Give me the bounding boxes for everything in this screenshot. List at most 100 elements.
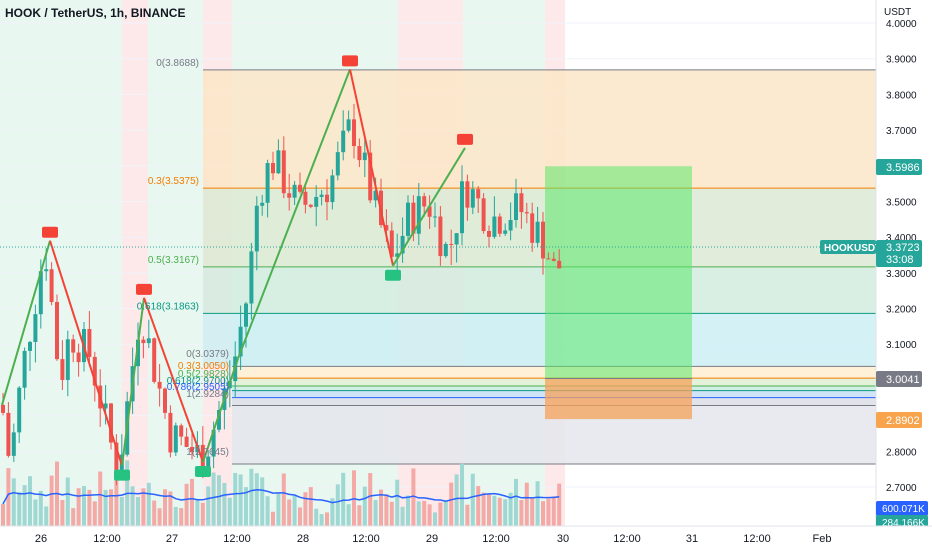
pivot-low-marker [385,269,401,281]
volume-bar [519,499,524,526]
candle-body [465,181,470,208]
volume-bar [395,479,400,526]
volume-bar [465,504,470,526]
candle-body [71,339,76,353]
candle-body [292,184,297,198]
volume-bar [17,492,22,526]
fib-small-level-label: 0.5(2.9828) [178,369,229,380]
candle-body [38,271,43,315]
volume-bar [141,488,146,526]
zigzag-segment [143,297,204,463]
candle-body [217,409,221,430]
volume-bar [6,468,11,526]
candle-body [49,269,54,302]
time-axis[interactable]: 26 12:00 27 12:00 28 12:00 29 12:00 30 12:00 31 12:… [0,525,932,550]
volume-bar [238,474,243,526]
candle-body [287,193,292,198]
volume-bar [22,485,27,526]
position-profit-zone [545,166,692,379]
price-tick-label: 3.1000 [886,340,917,351]
candle-body [303,191,308,205]
candle-body [87,329,92,357]
candle-body [481,198,486,232]
price-axis[interactable]: USDT 4.00003.90003.80003.70003.60003.500… [820,0,932,529]
volume-bar [206,486,211,526]
target-price-marker: 3.5986 [876,159,922,175]
candle-body [173,425,178,453]
volume-bar [492,495,497,526]
volume-bar [265,496,270,526]
volume-bar [335,484,340,526]
candle-body [335,152,340,176]
candle-body [76,352,81,363]
candle-body [497,216,502,234]
fibonacci-retracement-large[interactable] [203,69,876,367]
candle-body [271,163,275,174]
candle-body [55,301,59,360]
time-tick-label: 12:00 [223,533,251,545]
volume-bar [476,486,481,526]
candle-body [557,260,562,269]
candle-body [530,213,535,243]
candle-body [33,314,38,342]
candle-body [163,388,167,413]
symbol-badge: HOOKUSDT [824,243,881,254]
volume-bar [195,499,200,526]
long-position-tool[interactable] [545,166,692,420]
candle-body [406,202,410,236]
volume-bar [416,501,421,526]
candle-body [109,403,113,443]
fib-zone-0.5-0.618 [203,266,876,314]
pivot-high-marker [342,55,358,67]
time-tick-label: 26 [35,533,47,545]
candle-body [508,219,513,231]
volume-bar [184,483,189,526]
volume-bar [524,482,529,526]
price-tick-label: 2.8000 [886,447,917,458]
volume-bar [341,472,346,526]
volume-bar [271,511,275,526]
volume-bar [146,482,151,526]
volume-text: 284.166K [882,518,925,529]
candle-body [1,404,5,413]
volume-bar [76,488,81,526]
zigzag-segment [1,240,51,406]
price-tick-label: 3.5000 [886,197,917,208]
time-tick-label: 12:00 [93,533,121,545]
session-band [0,0,122,526]
volume-bar [325,512,329,526]
symbol-title[interactable]: HOOK / TetherUS, 1h, BINANCE [5,6,185,20]
zigzag-indicator [1,55,473,481]
volume-bar [233,472,238,526]
volume-bar [136,497,140,526]
price-tick-label: 3.7000 [886,126,917,137]
volume-bar [427,504,432,526]
candle-body [157,381,162,389]
candle-body [514,193,518,220]
volume-bar [308,487,313,526]
candle-body [211,429,216,457]
zigzag-segment [237,69,351,359]
candle-body [190,446,194,453]
volume-bar [254,473,259,526]
zigzag-segment [121,297,145,466]
volume-bar [152,500,157,526]
candle-body [325,194,329,203]
volume-bar [1,504,5,526]
candle-body [244,303,248,327]
fib-level-label: 0.618(3.1863) [137,301,199,312]
volume-bar [168,491,173,526]
volume-bar [276,493,281,526]
volume-bar [373,500,378,526]
candle-body [438,216,443,257]
price-tick-label: 3.4000 [886,233,917,244]
volume-bar [346,504,351,526]
volume-bar [38,490,43,526]
volume-bar [303,492,308,526]
bar-countdown-text: 33:08 [886,254,914,266]
last-price-marker: HOOKUSDT 3.3723 33:08 [820,240,922,267]
volume-bar [200,502,205,526]
time-tick-label: 27 [166,533,178,545]
volume-bar [227,497,232,526]
